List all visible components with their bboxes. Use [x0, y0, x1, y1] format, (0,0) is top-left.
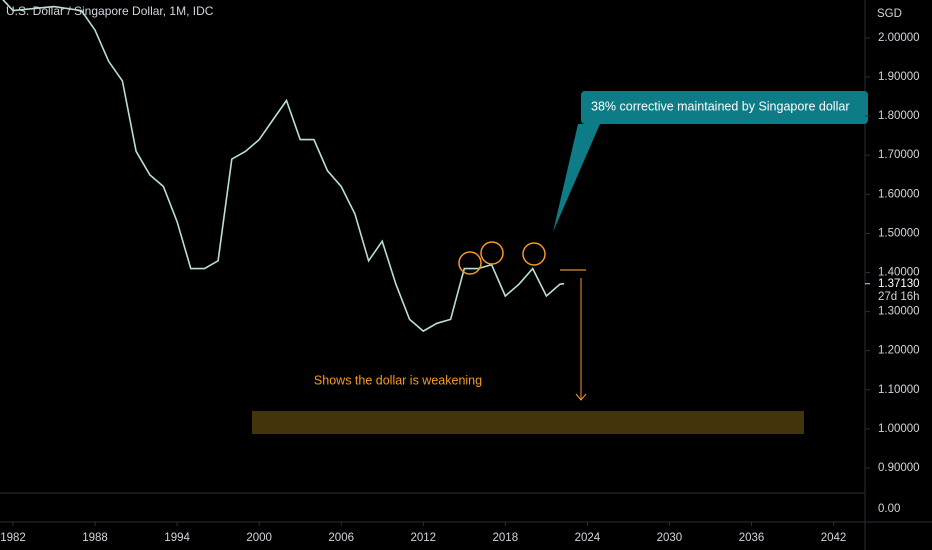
x-tick-label: 2024 [575, 532, 601, 544]
target-zone [252, 411, 804, 434]
y-tick-label: 1.10000 [878, 384, 920, 396]
lower-pane-tick: 0.00 [878, 503, 900, 515]
y-tick-label: 1.00000 [878, 423, 920, 435]
y-tick-label: 0.90000 [878, 462, 920, 474]
y-tick-label: 1.80000 [878, 110, 920, 122]
y-tick-label: 1.50000 [878, 227, 920, 239]
countdown: 27d 16h [878, 291, 920, 303]
arrow-head [575, 393, 587, 401]
chart-title: U.S. Dollar / Singapore Dollar, 1M, IDC [6, 4, 214, 18]
last-price-label: 1.37130 [878, 278, 920, 290]
y-tick-label: 2.00000 [878, 32, 920, 44]
x-tick-label: 2042 [821, 532, 847, 544]
x-tick-label: 2030 [657, 532, 683, 544]
x-tick-label: 2018 [493, 532, 519, 544]
x-tick-label: 1988 [82, 532, 108, 544]
y-tick-label: 1.30000 [878, 306, 920, 318]
y-tick-label: 1.40000 [878, 267, 920, 279]
y-tick-label: 1.70000 [878, 149, 920, 161]
peak-circle [480, 241, 504, 265]
callout-text: 38% corrective maintained by Singapore d… [591, 99, 849, 113]
annotation-text: Shows the dollar is weakening [314, 373, 482, 387]
y-tick-label: 1.90000 [878, 71, 920, 83]
x-tick-label: 2000 [246, 532, 272, 544]
callout-pointer [553, 124, 600, 232]
x-tick-label: 1982 [0, 532, 26, 544]
y-tick-label: 1.20000 [878, 345, 920, 357]
x-tick-label: 2006 [328, 532, 354, 544]
currency-label: SGD [877, 8, 902, 20]
x-tick-label: 2036 [739, 532, 765, 544]
y-tick-label: 1.60000 [878, 188, 920, 200]
x-tick-label: 2012 [410, 532, 436, 544]
peak-circle [458, 251, 482, 275]
callout-box [581, 91, 868, 124]
price-line [2, 0, 565, 333]
x-tick-label: 1994 [164, 532, 190, 544]
peak-circle [522, 242, 546, 266]
